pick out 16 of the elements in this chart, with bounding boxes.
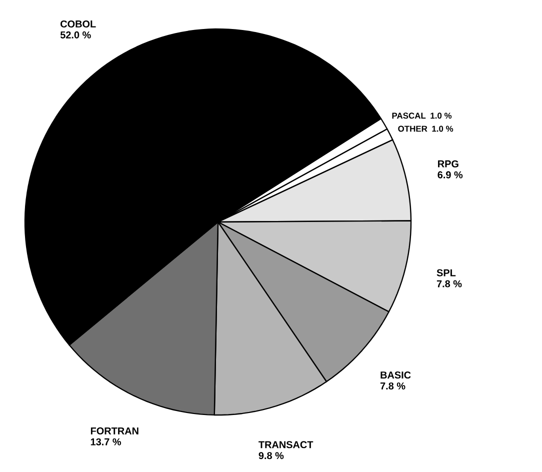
slice-label: TRANSACT (258, 441, 314, 448)
slice-label: FORTRAN (90, 427, 138, 434)
slice-label: COBOL (60, 20, 96, 28)
data-label: 1.0 % (432, 126, 454, 132)
slice-label: OTHER (398, 126, 428, 132)
data-label: 13.7 % (90, 438, 122, 446)
data-label: 52.0 % (60, 31, 91, 38)
data-label: 9.8 % (258, 452, 284, 460)
data-label: 7.8 % (436, 280, 462, 288)
slice-label: SPL (436, 269, 456, 276)
data-label: 7.8 % (380, 382, 406, 390)
slice-label: PASCAL (392, 112, 426, 119)
data-label: 6.9 % (438, 171, 463, 178)
data-label: 1.0 % (430, 112, 452, 119)
slice-label: RPG (438, 160, 458, 168)
slice-label: BASIC (380, 372, 411, 379)
